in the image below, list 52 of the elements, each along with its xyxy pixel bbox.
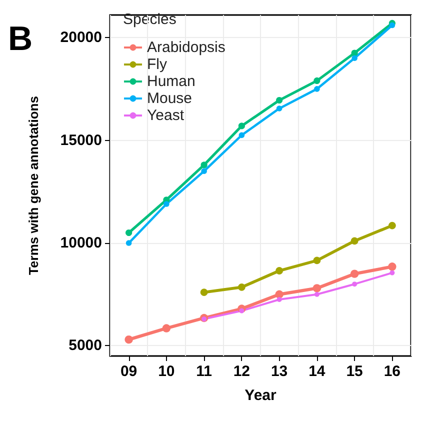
x-tick-label: 09 [120, 363, 138, 380]
point [124, 335, 133, 344]
legend-label: Fly [147, 56, 168, 73]
point [352, 282, 358, 287]
point [276, 297, 282, 302]
legend-label: Human [147, 73, 196, 90]
point [238, 283, 246, 291]
x-tick-label: 16 [384, 363, 401, 380]
point [352, 55, 358, 62]
point [238, 122, 245, 130]
point [390, 270, 395, 276]
point [201, 168, 207, 174]
point [126, 240, 132, 246]
point [164, 201, 170, 207]
y-tick-label: 20000 [60, 29, 102, 46]
point [312, 284, 322, 292]
legend-label: Mouse [147, 90, 192, 107]
point [239, 308, 244, 314]
x-tick-label: 12 [233, 363, 250, 380]
x-tick-label: 13 [270, 363, 288, 380]
point [238, 132, 245, 138]
y-tick-label: 10000 [60, 234, 102, 252]
point [350, 270, 359, 278]
point [276, 106, 282, 112]
legend-label: Yeast [147, 107, 185, 124]
y-tick-label: 15000 [60, 132, 102, 149]
point [276, 267, 284, 274]
point [276, 96, 283, 104]
x-tick-label: 11 [196, 363, 212, 380]
legend-label: Arabidopsis [147, 39, 226, 56]
point [350, 237, 358, 245]
text: B [8, 20, 33, 58]
point [314, 292, 320, 297]
point [314, 86, 320, 92]
point [313, 256, 321, 264]
point [351, 50, 358, 56]
y-tick-label: 5000 [68, 337, 102, 354]
point [200, 162, 208, 168]
x-tick-label: 14 [308, 363, 326, 380]
point [389, 22, 396, 28]
point [314, 77, 320, 84]
point [126, 229, 132, 236]
point [388, 222, 396, 230]
point [388, 262, 396, 271]
x-tick-label: 15 [346, 363, 363, 380]
x-tick-label: 10 [158, 363, 175, 380]
y-axis-title: Terms with gene annotations [26, 96, 41, 275]
point [200, 288, 208, 296]
x-axis-title: Year [244, 387, 277, 404]
point [275, 290, 284, 298]
point [162, 324, 171, 332]
legend-title: Species [123, 11, 176, 28]
